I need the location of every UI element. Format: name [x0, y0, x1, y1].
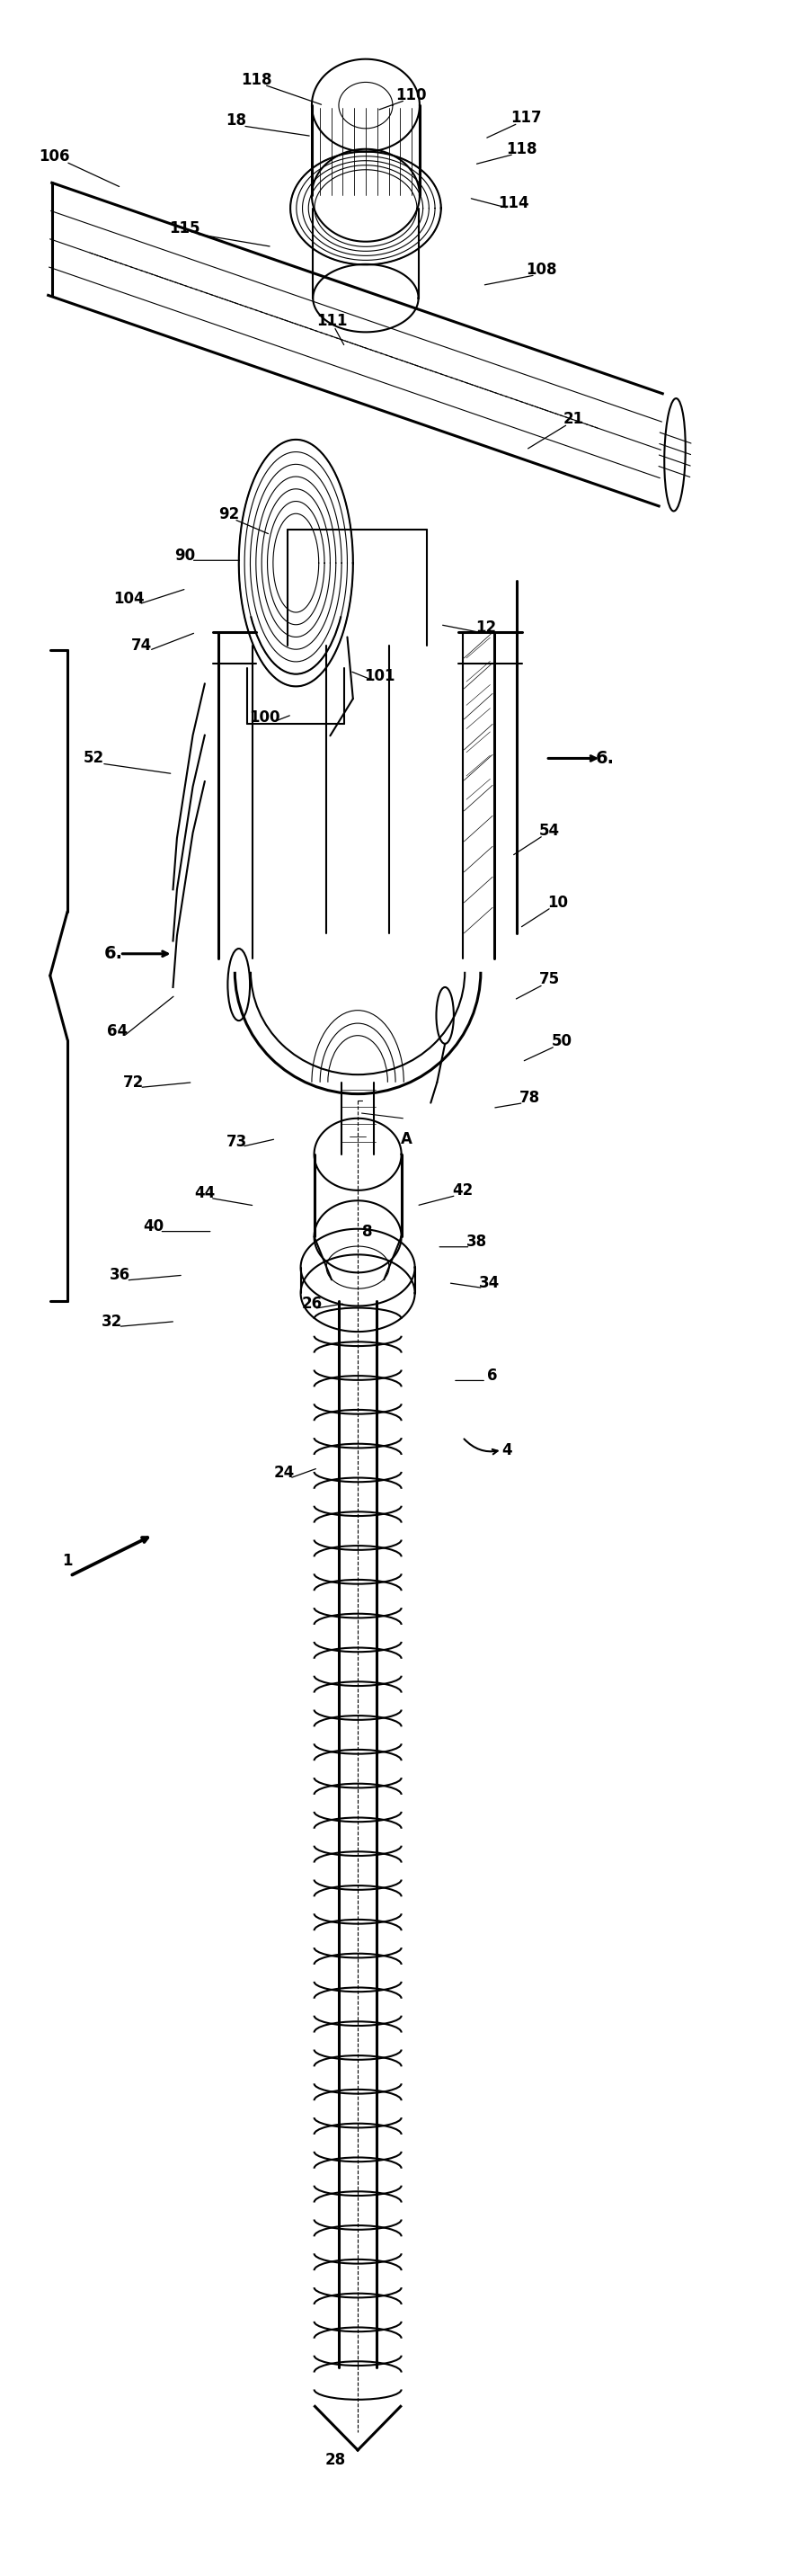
Text: 44: 44: [194, 1185, 215, 1200]
Text: 74: 74: [131, 636, 152, 654]
Text: 64: 64: [107, 1023, 128, 1038]
Text: 117: 117: [511, 111, 541, 126]
Text: 24: 24: [274, 1466, 294, 1481]
Text: 92: 92: [218, 505, 239, 523]
Text: 6.: 6.: [596, 750, 614, 768]
Text: 1: 1: [62, 1553, 73, 1569]
Text: 50: 50: [551, 1033, 572, 1048]
Text: 110: 110: [395, 88, 426, 103]
Text: 6.: 6.: [104, 945, 123, 963]
Text: 108: 108: [526, 263, 557, 278]
Text: 114: 114: [499, 196, 530, 211]
Text: 118: 118: [241, 72, 272, 88]
Text: 73: 73: [226, 1133, 247, 1149]
Text: 6: 6: [488, 1368, 498, 1383]
Text: 104: 104: [114, 590, 145, 608]
Text: 38: 38: [466, 1234, 487, 1249]
Text: 78: 78: [519, 1090, 540, 1105]
Text: 111: 111: [316, 314, 347, 330]
Text: 54: 54: [539, 822, 560, 837]
Text: 4: 4: [502, 1443, 512, 1458]
Text: 34: 34: [479, 1275, 500, 1291]
Text: 18: 18: [226, 113, 247, 129]
Text: 115: 115: [169, 222, 200, 237]
Text: 21: 21: [563, 412, 584, 428]
Text: 40: 40: [143, 1218, 164, 1234]
Text: 101: 101: [364, 667, 395, 685]
Text: 12: 12: [476, 618, 496, 636]
Text: 52: 52: [83, 750, 104, 768]
Text: 118: 118: [507, 142, 537, 157]
Text: 28: 28: [325, 2452, 346, 2468]
Text: 90: 90: [175, 546, 196, 564]
Text: 10: 10: [547, 894, 568, 909]
Text: 106: 106: [38, 149, 69, 165]
Text: 75: 75: [539, 971, 560, 987]
Text: A: A: [401, 1131, 413, 1146]
Text: 36: 36: [109, 1267, 130, 1283]
Text: 42: 42: [452, 1182, 473, 1198]
Text: 32: 32: [101, 1314, 122, 1329]
Text: 100: 100: [249, 708, 279, 726]
Text: 26: 26: [302, 1296, 322, 1311]
Text: 72: 72: [123, 1074, 144, 1090]
Text: 8: 8: [362, 1224, 373, 1239]
